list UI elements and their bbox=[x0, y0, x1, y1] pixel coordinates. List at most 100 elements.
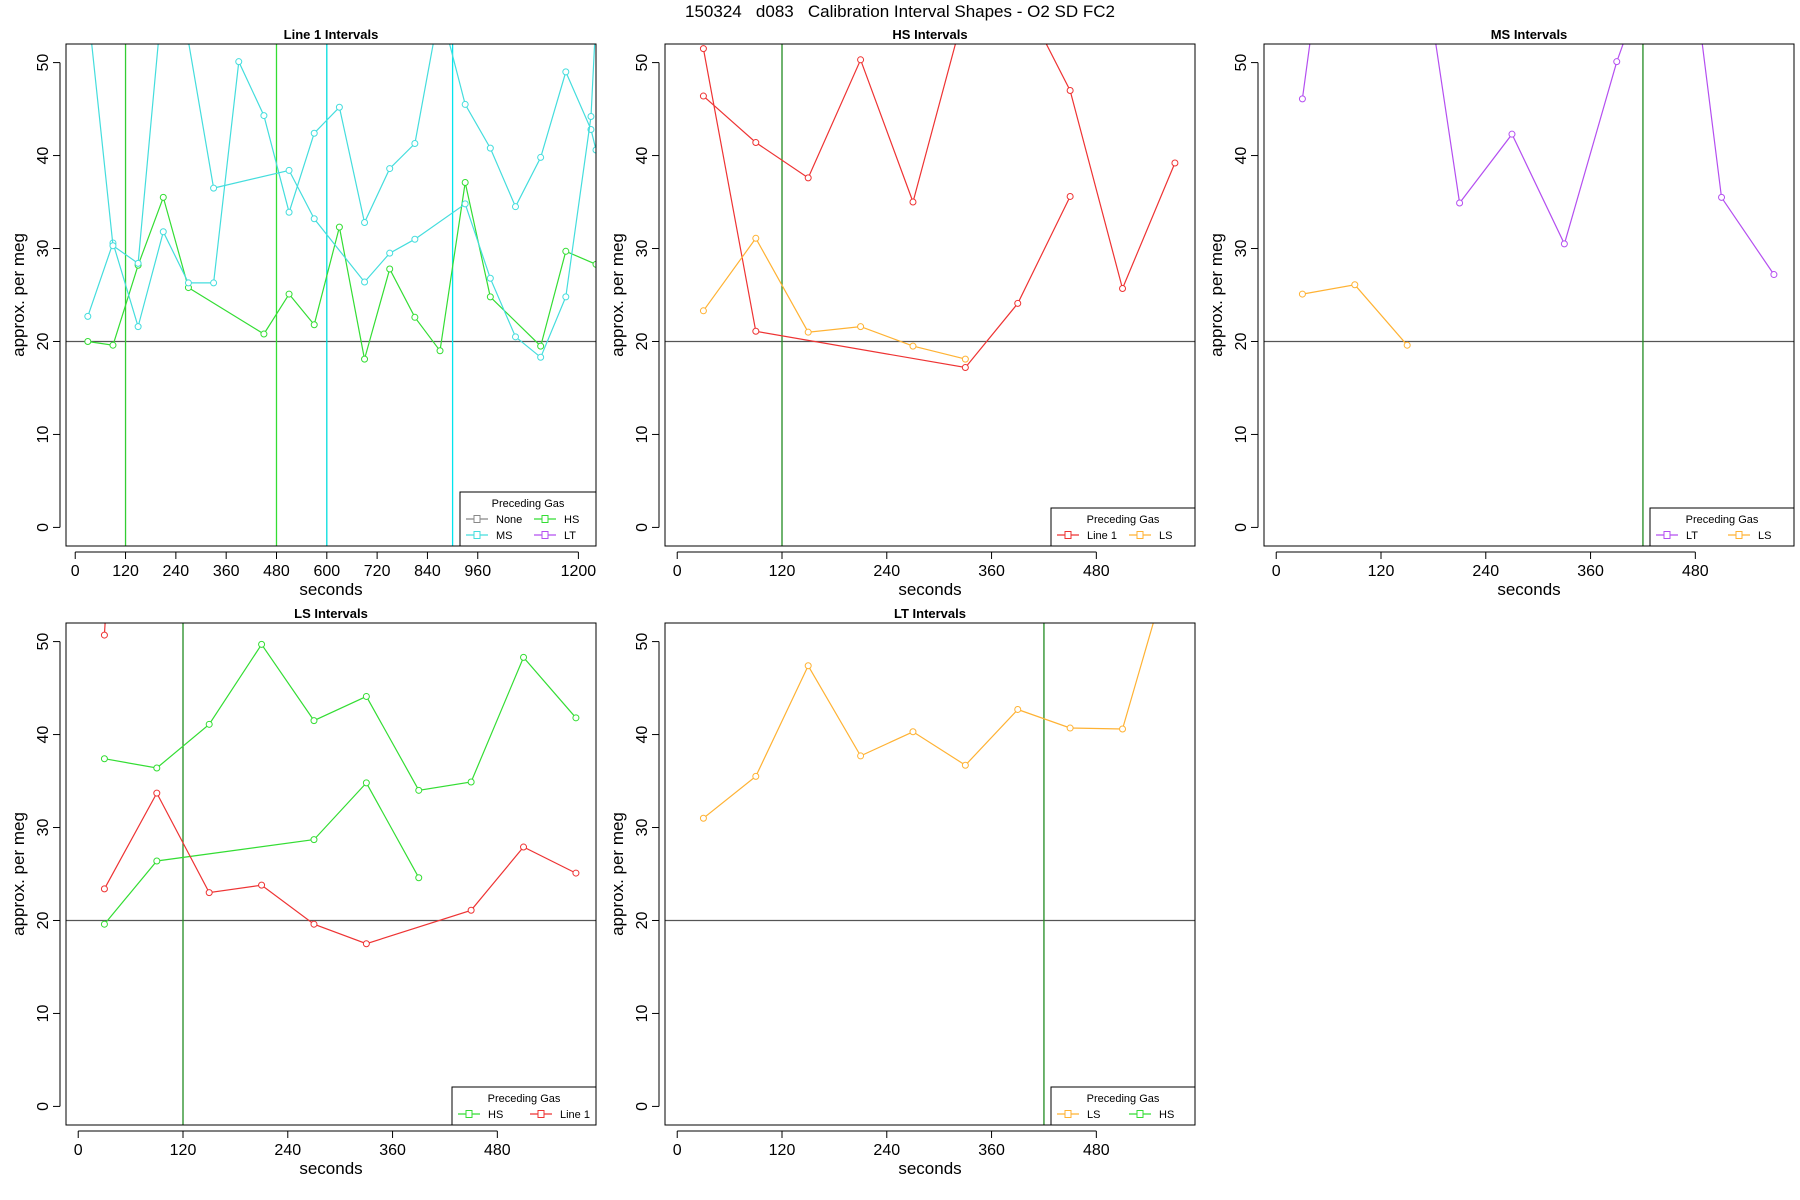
data-point bbox=[699, 92, 707, 100]
legend-label-lt: LT bbox=[564, 530, 576, 542]
legend-label-line-1: Line 1 bbox=[1087, 530, 1117, 542]
data-point bbox=[511, 333, 519, 341]
y-tick-label: 0 bbox=[1233, 523, 1250, 532]
legend-title: Preceding Gas bbox=[1087, 514, 1160, 526]
chart-panel-5: LT Intervals 0 120 240 360 480 seconds 0 10 20 30 4… bbox=[608, 606, 1196, 1178]
data-point bbox=[909, 198, 917, 206]
data-point bbox=[461, 200, 469, 208]
data-point bbox=[285, 208, 293, 216]
data-point bbox=[100, 920, 108, 928]
legend-box bbox=[451, 1086, 597, 1126]
y-tick-label: 40 bbox=[35, 147, 52, 165]
x-tick-label: 0 bbox=[673, 1142, 682, 1159]
data-point bbox=[386, 249, 394, 257]
data-point bbox=[804, 328, 812, 336]
data-point bbox=[593, 13, 599, 19]
series-line-ls bbox=[1302, 284, 1408, 346]
y-tick-label: 20 bbox=[634, 332, 651, 350]
data-point bbox=[1066, 192, 1074, 200]
legend-marker bbox=[465, 1110, 473, 1118]
data-point bbox=[310, 717, 318, 725]
data-point bbox=[411, 235, 419, 243]
data-point bbox=[486, 293, 494, 301]
data-point bbox=[1298, 95, 1306, 103]
series-line-line-1 bbox=[103, 623, 106, 636]
data-point bbox=[962, 4, 968, 10]
data-point bbox=[1403, 341, 1411, 349]
data-point bbox=[205, 720, 213, 728]
x-tick-label: 0 bbox=[1272, 563, 1281, 580]
y-axis-label: approx. per meg bbox=[9, 812, 28, 936]
panel-title: LT Intervals bbox=[894, 606, 966, 621]
x-tick-label: 120 bbox=[170, 1142, 197, 1159]
data-point bbox=[572, 714, 580, 722]
plot-area bbox=[66, 13, 599, 546]
data-point bbox=[159, 193, 167, 201]
y-tick-label: 30 bbox=[35, 819, 52, 837]
plot-frame bbox=[65, 43, 597, 547]
data-point bbox=[411, 139, 419, 147]
legend-label-ls: LS bbox=[1159, 530, 1172, 542]
data-point bbox=[1066, 86, 1074, 94]
data-point bbox=[258, 640, 266, 648]
data-point bbox=[1298, 290, 1306, 298]
data-point bbox=[361, 218, 369, 226]
data-point bbox=[562, 68, 570, 76]
x-axis-label: seconds bbox=[299, 580, 362, 599]
y-tick-label: 40 bbox=[35, 726, 52, 744]
y-tick-label: 20 bbox=[35, 332, 52, 350]
series-line-line-1 bbox=[703, 44, 1176, 291]
legend-title: Preceding Gas bbox=[488, 1093, 561, 1105]
data-point bbox=[1718, 193, 1726, 201]
x-tick-label: 240 bbox=[1472, 563, 1499, 580]
legend-marker bbox=[1064, 531, 1072, 539]
x-tick-label: 120 bbox=[769, 563, 796, 580]
data-point bbox=[1119, 284, 1127, 292]
data-point bbox=[109, 341, 117, 349]
data-point bbox=[84, 312, 92, 320]
legend-box bbox=[1050, 507, 1196, 547]
series-line-ls bbox=[702, 237, 966, 360]
data-point bbox=[84, 337, 92, 345]
y-tick-label: 50 bbox=[1233, 54, 1250, 72]
data-point bbox=[310, 215, 318, 223]
legend-marker bbox=[541, 531, 549, 539]
data-point bbox=[335, 223, 343, 231]
y-tick-label: 20 bbox=[35, 911, 52, 929]
x-tick-label: 360 bbox=[213, 563, 240, 580]
legend-label-hs: HS bbox=[564, 514, 579, 526]
y-tick-label: 30 bbox=[35, 240, 52, 258]
data-point bbox=[1119, 725, 1127, 733]
data-point bbox=[857, 752, 865, 760]
data-point bbox=[857, 323, 865, 331]
data-point bbox=[285, 166, 293, 174]
data-point bbox=[260, 330, 268, 338]
legend-marker bbox=[1064, 1110, 1072, 1118]
legend-label-hs: HS bbox=[488, 1109, 503, 1121]
x-tick-label: 720 bbox=[364, 563, 391, 580]
y-tick-label: 50 bbox=[634, 54, 651, 72]
y-axis-label: approx. per meg bbox=[608, 812, 627, 936]
legend: Preceding Gas LS HS bbox=[1050, 1086, 1196, 1126]
plot-area bbox=[665, 4, 1195, 546]
y-tick-label: 10 bbox=[634, 425, 651, 443]
plot-frame bbox=[65, 622, 597, 1126]
data-point bbox=[909, 728, 917, 736]
x-axis-label: seconds bbox=[898, 1159, 961, 1178]
legend-label-ls: LS bbox=[1758, 530, 1771, 542]
series-line-line-1 bbox=[103, 791, 577, 945]
data-point bbox=[361, 355, 369, 363]
x-tick-label: 360 bbox=[1577, 563, 1604, 580]
data-point bbox=[537, 353, 545, 361]
panel-title: LS Intervals bbox=[294, 606, 368, 621]
legend-marker bbox=[537, 1110, 545, 1118]
chart-panel-3: MS Intervals 0 120 240 360 480 seconds 0 10 20 30 4… bbox=[1207, 27, 1795, 599]
data-point bbox=[210, 279, 218, 287]
y-tick-label: 10 bbox=[1233, 425, 1250, 443]
y-tick-label: 0 bbox=[35, 523, 52, 532]
plot-area bbox=[66, 623, 596, 1125]
series-line-hs bbox=[104, 643, 577, 791]
data-point bbox=[486, 274, 494, 282]
legend-marker bbox=[1136, 1110, 1144, 1118]
